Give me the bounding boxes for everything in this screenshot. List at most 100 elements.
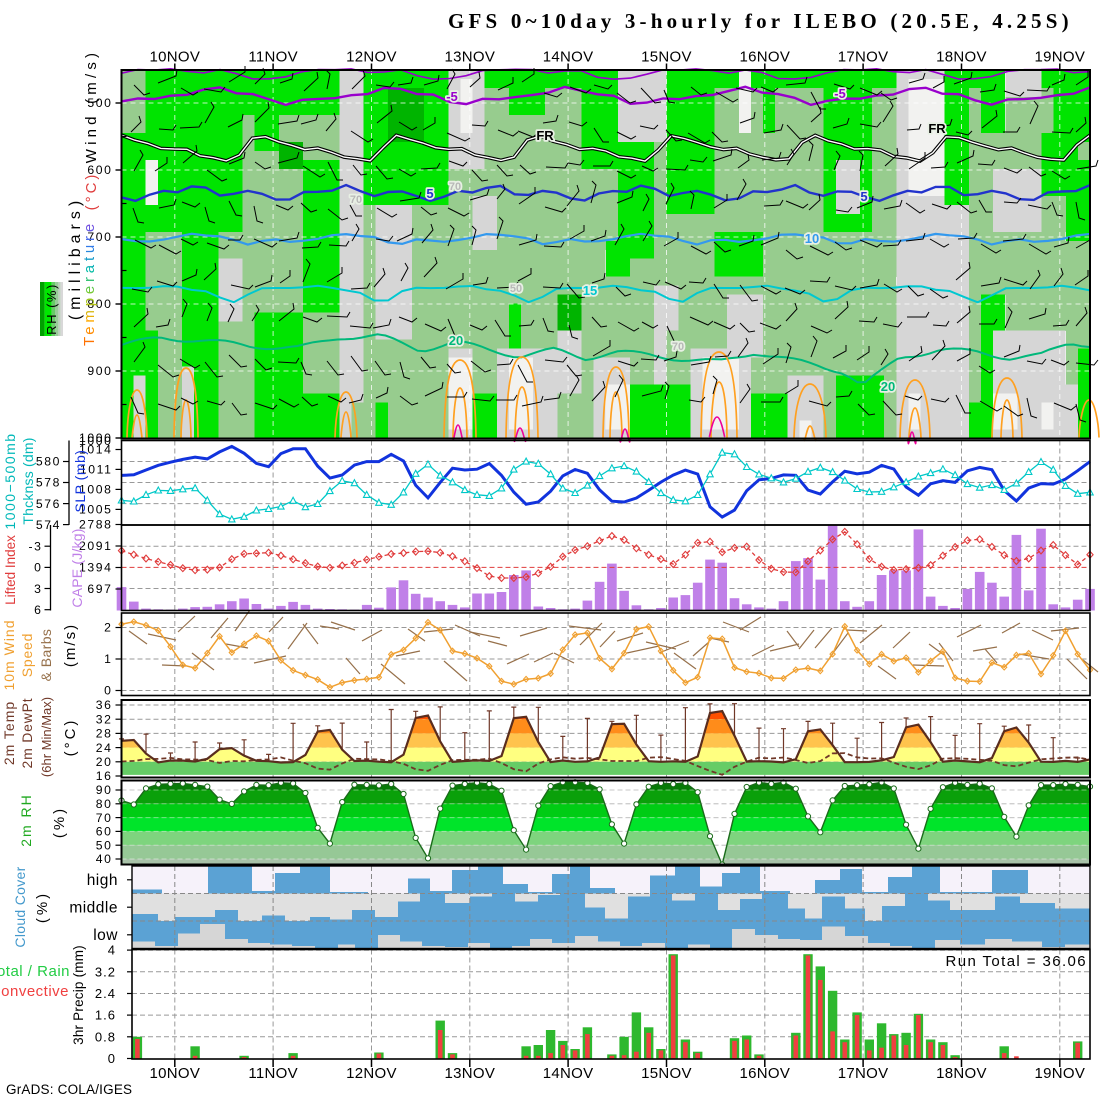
svg-text:32: 32 xyxy=(96,712,113,726)
svg-text:3hr Precip (mm): 3hr Precip (mm) xyxy=(71,945,86,1045)
svg-text:(6hr Min/Max): (6hr Min/Max) xyxy=(39,697,54,777)
svg-text:0: 0 xyxy=(104,684,112,698)
svg-text:20: 20 xyxy=(881,379,895,394)
svg-text:500: 500 xyxy=(87,96,112,110)
svg-text:Cloud Cover: Cloud Cover xyxy=(12,866,28,947)
svg-text:10NOV: 10NOV xyxy=(149,49,200,66)
svg-text:50: 50 xyxy=(96,838,113,852)
svg-text:1000−500mb: 1000−500mb xyxy=(2,432,18,529)
svg-text:Lifted Index: Lifted Index xyxy=(3,535,18,605)
svg-text:Temperature: Temperature xyxy=(81,220,98,346)
svg-text:576: 576 xyxy=(36,497,61,511)
svg-text:15NOV: 15NOV xyxy=(641,49,692,66)
svg-text:GrADS: COLA/IGES: GrADS: COLA/IGES xyxy=(6,1082,132,1097)
svg-text:1394: 1394 xyxy=(79,561,113,575)
svg-text:70: 70 xyxy=(350,194,362,206)
svg-text:(°C): (°C) xyxy=(83,172,100,211)
svg-text:Thcknss (dm): Thcknss (dm) xyxy=(20,437,36,524)
svg-text:1: 1 xyxy=(104,652,112,666)
svg-text:70: 70 xyxy=(96,811,113,825)
svg-text:CAPE (J/kg): CAPE (J/kg) xyxy=(69,528,85,607)
svg-text:578: 578 xyxy=(36,476,61,490)
svg-text:1000: 1000 xyxy=(79,431,113,445)
svg-text:16NOV: 16NOV xyxy=(739,49,790,66)
svg-text:6: 6 xyxy=(34,603,42,617)
svg-text:15NOV: 15NOV xyxy=(641,1065,692,1082)
svg-text:14NOV: 14NOV xyxy=(543,1065,594,1082)
svg-text:16: 16 xyxy=(96,769,113,783)
svg-text:1008: 1008 xyxy=(79,483,113,497)
svg-text:3: 3 xyxy=(34,582,42,596)
svg-text:24: 24 xyxy=(96,741,113,755)
svg-text:2091: 2091 xyxy=(79,539,113,553)
svg-text:36: 36 xyxy=(96,698,113,712)
svg-text:Run Total = 36.06: Run Total = 36.06 xyxy=(945,953,1087,970)
svg-text:20: 20 xyxy=(96,755,113,769)
svg-text:12NOV: 12NOV xyxy=(346,1065,397,1082)
svg-text:FR: FR xyxy=(536,128,554,143)
svg-text:(millibars): (millibars) xyxy=(67,196,84,320)
svg-text:-3: -3 xyxy=(28,539,42,553)
svg-text:2m RH: 2m RH xyxy=(18,793,34,847)
svg-text:(°C): (°C) xyxy=(62,718,79,757)
svg-text:50: 50 xyxy=(510,283,522,295)
svg-text:5: 5 xyxy=(860,189,867,204)
svg-text:20: 20 xyxy=(449,333,463,348)
svg-text:80: 80 xyxy=(96,797,113,811)
svg-text:700: 700 xyxy=(87,230,112,244)
svg-text:574: 574 xyxy=(36,518,61,532)
svg-text:(m/s): (m/s) xyxy=(62,623,79,667)
svg-text:1.6: 1.6 xyxy=(95,1008,116,1023)
svg-text:60: 60 xyxy=(96,825,113,839)
svg-text:600: 600 xyxy=(87,163,112,177)
svg-text:16NOV: 16NOV xyxy=(739,1065,790,1082)
svg-text:2: 2 xyxy=(104,621,112,635)
svg-text:(%): (%) xyxy=(34,891,51,923)
svg-text:FR: FR xyxy=(928,121,946,136)
svg-text:28: 28 xyxy=(96,727,113,741)
svg-text:2788: 2788 xyxy=(79,518,113,532)
svg-text:10NOV: 10NOV xyxy=(149,1065,200,1082)
svg-text:1011: 1011 xyxy=(80,463,113,477)
svg-text:900: 900 xyxy=(87,364,112,378)
svg-text:90: 90 xyxy=(96,783,113,797)
svg-text:14NOV: 14NOV xyxy=(543,49,594,66)
svg-text:40: 40 xyxy=(96,852,113,866)
svg-text:(%): (%) xyxy=(51,806,68,838)
svg-text:10m Wind: 10m Wind xyxy=(1,619,17,690)
svg-text:Convective: Convective xyxy=(0,983,69,1000)
svg-text:18NOV: 18NOV xyxy=(936,1065,987,1082)
svg-text:70: 70 xyxy=(449,181,461,193)
svg-text:1014: 1014 xyxy=(79,443,113,457)
svg-text:70: 70 xyxy=(672,341,684,353)
svg-text:2m Temp: 2m Temp xyxy=(1,701,17,765)
svg-text:0: 0 xyxy=(34,561,42,575)
svg-text:5: 5 xyxy=(426,186,433,201)
svg-text:11NOV: 11NOV xyxy=(248,49,298,66)
svg-text:1000: 1000 xyxy=(79,434,113,448)
svg-text:low: low xyxy=(93,927,118,944)
svg-text:high: high xyxy=(87,872,118,889)
svg-text:Speed: Speed xyxy=(19,633,35,677)
svg-text:0.8: 0.8 xyxy=(95,1029,116,1044)
svg-text:15: 15 xyxy=(583,283,597,298)
svg-text:1005: 1005 xyxy=(79,503,113,517)
svg-text:13NOV: 13NOV xyxy=(444,1065,495,1082)
svg-text:4: 4 xyxy=(108,943,116,958)
svg-text:2m DewPt: 2m DewPt xyxy=(19,698,35,769)
svg-text:10: 10 xyxy=(805,231,819,246)
svg-text:2.4: 2.4 xyxy=(95,986,116,1001)
svg-text:17NOV: 17NOV xyxy=(838,49,889,66)
svg-text:-5: -5 xyxy=(446,89,458,104)
svg-text:18NOV: 18NOV xyxy=(936,49,987,66)
svg-text:697: 697 xyxy=(87,582,112,596)
svg-text:800: 800 xyxy=(87,297,112,311)
svg-text:13NOV: 13NOV xyxy=(444,49,495,66)
svg-text:-5: -5 xyxy=(834,86,846,101)
svg-text:& Barbs: & Barbs xyxy=(38,629,54,682)
svg-text:Total / Rain: Total / Rain xyxy=(0,963,70,980)
svg-text:19NOV: 19NOV xyxy=(1034,49,1085,66)
svg-text:12NOV: 12NOV xyxy=(346,49,397,66)
svg-text:580: 580 xyxy=(36,455,61,469)
svg-text:17NOV: 17NOV xyxy=(838,1065,889,1082)
